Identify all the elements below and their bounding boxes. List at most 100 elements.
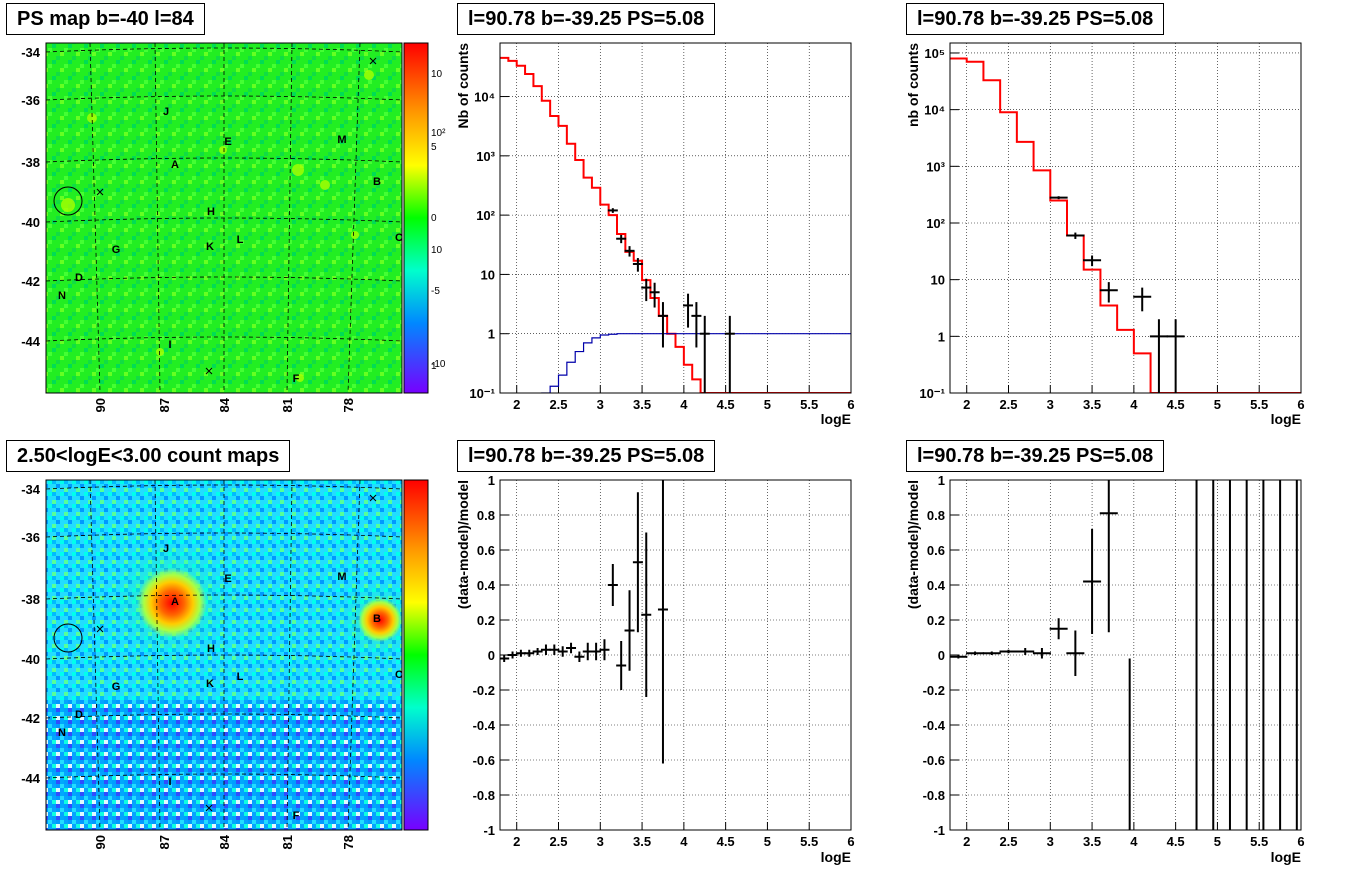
x-tick-label: 2.5: [549, 397, 567, 412]
x-axis-label: logE: [1271, 411, 1301, 427]
plot-area: [950, 43, 1301, 393]
chart-4: 2 2.5 3 3.5 4 4.5 5 5.5 6 -1 -0.8 -0.6 -0.4 -0.2 0 0.2 0…: [905, 473, 1305, 865]
spec2-title: l=90.78 b=-39.25 PS=5.08: [906, 3, 1165, 35]
y-tick-label: 10⁻¹: [919, 386, 945, 401]
y-tick-label: 0: [938, 648, 945, 663]
ps-map-lon-tick: 81: [280, 398, 295, 412]
x-tick-label: 6: [847, 834, 854, 849]
x-tick-label: 6: [847, 397, 854, 412]
count-map-lon-tick: 84: [217, 834, 232, 849]
ps-map-colorbar: [403, 42, 429, 394]
count-map-marker-D: D: [75, 709, 83, 721]
y-tick-label: 10³: [476, 149, 495, 164]
y-tick-label: -0.6: [473, 753, 495, 768]
count-map-marker-L: L: [237, 671, 244, 683]
x-tick-label: 4: [680, 397, 688, 412]
x-axis-label: logE: [1271, 849, 1301, 865]
count-map-source-B: [358, 598, 402, 642]
ps-map-marker-G: G: [112, 244, 121, 256]
ps-map-marker-I: I: [168, 339, 171, 351]
ps-map-grid: [45, 42, 403, 394]
plot-area: [500, 480, 851, 830]
count-map-lon-tick: 90: [93, 835, 108, 849]
y-tick-label: -0.6: [923, 753, 945, 768]
x-tick-label: 4.5: [1167, 834, 1185, 849]
ps-map-lon-tick: 78: [341, 398, 356, 412]
y-tick-label: 10⁴: [924, 103, 945, 118]
count-map-lat-tick: -38: [21, 592, 40, 607]
count-map-lat-tick: -36: [21, 530, 40, 545]
ps-map-cross-2: [205, 367, 213, 375]
series-1-line: [950, 57, 1301, 393]
count-map-marker-A: A: [171, 596, 179, 608]
count-map-marker-K: K: [206, 678, 214, 690]
ps-map-colorbar-tick: 10: [431, 69, 443, 80]
count-map-source-A: [137, 568, 207, 638]
series-group: [950, 57, 1301, 393]
count-map-colorbar-tick: 1: [431, 361, 437, 372]
x-axis-label: logE: [821, 411, 851, 427]
x-tick-label: 3: [1047, 397, 1054, 412]
ps-map-marker-D: D: [75, 272, 83, 284]
series-1-line: [500, 56, 851, 393]
ps-map-cross-0: [96, 188, 104, 196]
y-tick-label: 0.6: [927, 543, 945, 558]
ps-map-marker-E: E: [224, 136, 231, 148]
plot-frame: [499, 479, 852, 831]
count-map-marker-E: E: [224, 573, 231, 585]
plot-frame: [499, 42, 852, 394]
x-tick-label: 2.5: [999, 397, 1017, 412]
y-tick-label: -1: [483, 823, 495, 838]
ps-map-marker-K: K: [206, 241, 214, 253]
x-tick-label: 3: [597, 397, 604, 412]
y-axis-label: nb of counts: [905, 43, 921, 127]
y-tick-label: 10⁵: [924, 46, 945, 61]
count-map-colorbar: [403, 479, 429, 831]
ps-map-marker-B: B: [373, 176, 381, 188]
x-tick-label: 4: [1130, 397, 1138, 412]
plot-area: [950, 480, 1301, 830]
count-map-lon-tick: 87: [157, 835, 172, 849]
ps-map-cross-1: [369, 57, 377, 65]
x-tick-label: 5.5: [1250, 834, 1268, 849]
count-map-cross-1: [369, 494, 377, 502]
y-tick-label: -0.4: [923, 718, 946, 733]
count-map-cross-0: [96, 625, 104, 633]
count-map-marker-J: J: [163, 543, 169, 555]
map2-title: 2.50<logE<3.00 count maps: [6, 440, 291, 472]
y-tick-label: 1: [488, 327, 495, 342]
count-map-lat-tick: -40: [21, 652, 40, 667]
y-tick-label: -1: [933, 823, 945, 838]
ps-map-lat-tick: -34: [21, 45, 41, 60]
ps-map-lat-tick: -40: [21, 215, 40, 230]
map1-title: PS map b=-40 l=84: [6, 3, 205, 35]
y-tick-label: 10³: [926, 159, 945, 174]
y-tick-label: 0.2: [477, 613, 495, 628]
count-map-lat-tick: -34: [21, 482, 41, 497]
y-axis-label: Nb of counts: [455, 43, 471, 129]
ps-map-marker-H: H: [207, 206, 215, 218]
x-tick-label: 3.5: [1083, 397, 1101, 412]
ps-map-colorbar-tick: -5: [431, 286, 440, 297]
count-map-marker-I: I: [168, 776, 171, 788]
y-tick-label: 0.8: [927, 508, 945, 523]
count-map-lon-tick: 78: [341, 835, 356, 849]
ps-map-lon-tick: 84: [217, 397, 232, 412]
y-tick-label: -0.8: [923, 788, 945, 803]
count-map-lat-tick: -42: [21, 711, 40, 726]
count-map-target-circle: [53, 623, 83, 653]
count-map-marker-F: F: [293, 810, 300, 822]
chart-3: 2 2.5 3 3.5 4 4.5 5 5.5 6 -1 -0.8 -0.6 -0.4 -0.2 0 0.2 0…: [455, 473, 855, 865]
res1-title: l=90.78 b=-39.25 PS=5.08: [457, 440, 716, 472]
plot-frame: [949, 479, 1302, 831]
x-tick-label: 5.5: [1250, 397, 1268, 412]
ps-map-lon-tick: 87: [157, 398, 172, 412]
ps-map-hotspots: [61, 70, 374, 382]
y-tick-label: -0.2: [923, 683, 945, 698]
x-tick-label: 4: [1130, 834, 1138, 849]
count-map-cross-2: [205, 804, 213, 812]
y-tick-label: 0.8: [477, 508, 495, 523]
y-tick-label: 1: [488, 473, 495, 488]
ps-map-marker-M: M: [337, 134, 346, 146]
